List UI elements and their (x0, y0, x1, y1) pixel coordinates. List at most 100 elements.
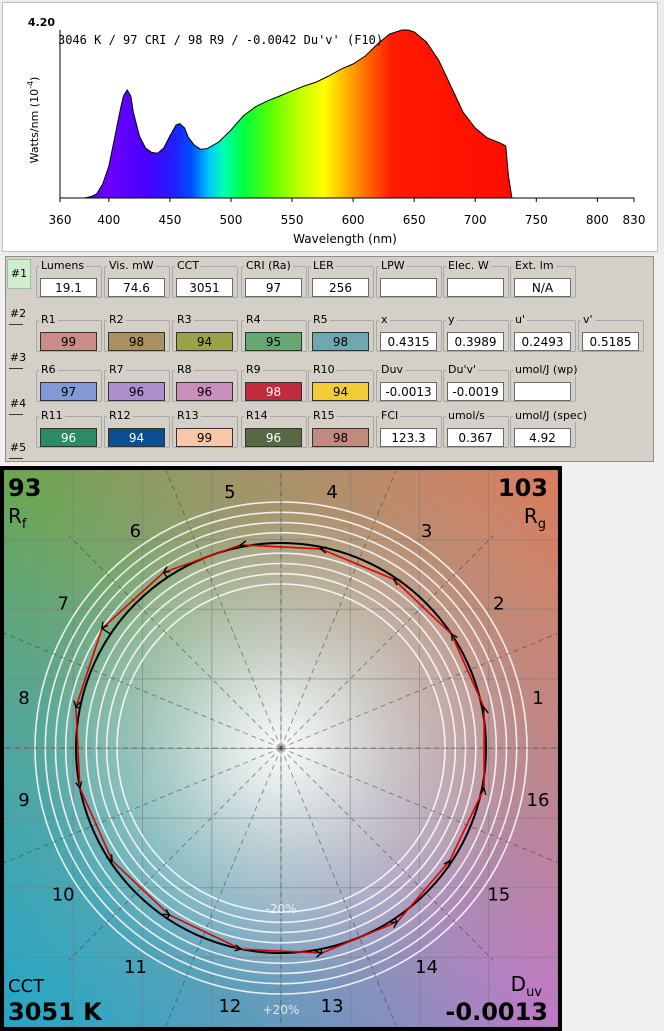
duv-value: -0.0013 (445, 998, 548, 1026)
hue-bin-label: 11 (124, 957, 147, 978)
metric-cell-r1: R1 99 (36, 313, 102, 352)
x-tick-label: 360 (49, 213, 72, 227)
metric-value: 96 (176, 382, 233, 401)
metric-cell-r3: R3 94 (172, 313, 238, 352)
cvg-arrows (73, 540, 489, 958)
plus-20-label: +20% (263, 1003, 300, 1017)
spectrum-summary: 3046 K / 97 CRI / 98 R9 / -0.0042 Du'v' … (58, 33, 383, 47)
metric-label: R7 (107, 363, 126, 376)
metric-cell-elec-w: Elec. W (443, 259, 509, 298)
metric-frame (172, 370, 238, 402)
metric-value: 94 (312, 382, 369, 401)
metric-label: R8 (175, 363, 194, 376)
metric-label: R10 (311, 363, 337, 376)
shift-arrowhead (319, 546, 328, 554)
metric-label: R11 (39, 409, 65, 422)
rf-label: Rf (8, 504, 27, 532)
hue-spoke (280, 535, 494, 749)
metric-value: 123.3 (380, 428, 437, 447)
metric-label: Lumens (39, 259, 87, 272)
metric-cell-r13: R13 99 (172, 409, 238, 448)
metric-value (447, 278, 504, 297)
reference-circle (75, 542, 487, 954)
metric-frame (172, 266, 238, 298)
cct-value: 3051 K (8, 998, 102, 1026)
hue-bin-label: 7 (57, 593, 68, 614)
shift-arrowhead (392, 578, 401, 586)
shift-arrowhead (479, 786, 487, 796)
metric-frame (376, 320, 442, 352)
metric-cell-cri-ra: CRI (Ra) 97 (241, 259, 307, 298)
metric-cell-r5: R5 98 (308, 313, 374, 352)
rg-label: Rg (523, 504, 546, 532)
metric-label: Duv (379, 363, 405, 376)
hue-bin-label: 4 (326, 482, 337, 503)
shift-arrowhead (390, 921, 399, 929)
metric-frame (510, 320, 576, 352)
metric-label: v' (581, 313, 595, 326)
slot-2-label: #2 (9, 307, 27, 320)
metric-frame (104, 320, 170, 352)
metric-frame (308, 370, 374, 402)
slot-1-button[interactable]: #1 (7, 259, 31, 289)
metric-frame (172, 416, 238, 448)
metric-cell-r11: R11 96 (36, 409, 102, 448)
spectrum-panel: 4.20 3046 K / 97 CRI / 98 R9 / -0.0042 D… (0, 0, 664, 255)
metric-label: R6 (39, 363, 58, 376)
metric-frame (578, 320, 644, 352)
hue-spoke (68, 535, 282, 749)
metric-value: 94 (176, 332, 233, 351)
metric-value: 99 (176, 428, 233, 447)
metric-label: LER (311, 259, 336, 272)
metric-value: 98 (245, 382, 302, 401)
metric-value: 3051 (176, 278, 233, 297)
minus-20-label: -20% (265, 902, 296, 916)
slot-3-label: #3 (9, 351, 27, 364)
metric-value: 0.2493 (514, 332, 571, 351)
metric-label: R9 (244, 363, 263, 376)
x-tick-label: 550 (281, 213, 304, 227)
metric-label: R2 (107, 313, 126, 326)
x-tick-label: 650 (403, 213, 426, 227)
metric-label: R3 (175, 313, 194, 326)
metric-value: 95 (245, 332, 302, 351)
metric-frame (36, 416, 102, 448)
metric-cell-r7: R7 96 (104, 363, 170, 402)
slot-2-button[interactable]: #2 (7, 307, 29, 325)
slot-3-button[interactable]: #3 (7, 351, 29, 369)
metric-label: FCI (379, 409, 401, 422)
metric-label: R15 (311, 409, 337, 422)
metric-label: R13 (175, 409, 201, 422)
slot-4-label: #4 (9, 397, 27, 410)
spectrum-area (84, 29, 513, 199)
metric-value: 19.1 (40, 278, 97, 297)
metric-cell-r2: R2 98 (104, 313, 170, 352)
metric-cell-r4: R4 95 (241, 313, 307, 352)
metric-value: -0.0013 (380, 382, 437, 401)
slot-4-button[interactable]: #4 (7, 397, 29, 415)
metric-value: 98 (312, 428, 369, 447)
metric-cell-fci: FCI 123.3 (376, 409, 442, 448)
hue-bin-label: 13 (321, 996, 344, 1017)
slot-5-button[interactable]: #5 (7, 441, 29, 459)
shift-arrowhead (315, 950, 324, 958)
hue-bin-label: 10 (52, 885, 75, 906)
metric-cell-u: u' 0.2493 (510, 313, 576, 352)
metric-cell-du-v: Du'v' -0.0019 (443, 363, 509, 402)
metric-value: 99 (40, 332, 97, 351)
metric-value: N/A (514, 278, 571, 297)
spectrum-chart: 4.20 3046 K / 97 CRI / 98 R9 / -0.0042 D… (26, 16, 645, 246)
metric-value: 94 (108, 428, 165, 447)
metric-label: LPW (379, 259, 407, 272)
x-axis-label: Wavelength (nm) (293, 232, 397, 246)
metric-cell-r14: R14 96 (241, 409, 307, 448)
metric-value: 256 (312, 278, 369, 297)
shift-arrow (101, 627, 111, 635)
metric-frame (241, 416, 307, 448)
shift-arrowhead (450, 632, 458, 641)
slot-4-divider (9, 414, 23, 415)
metric-frame (172, 320, 238, 352)
x-tick-label: 500 (220, 213, 243, 227)
rg-value: 103 (497, 474, 548, 502)
metric-value: 96 (108, 382, 165, 401)
